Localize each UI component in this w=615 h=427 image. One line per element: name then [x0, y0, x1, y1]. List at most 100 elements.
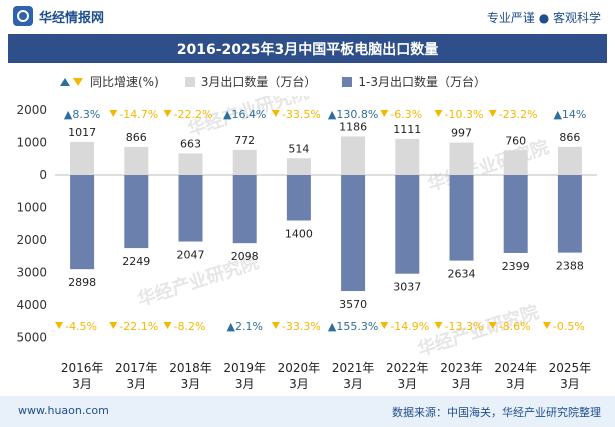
bar-march	[286, 158, 311, 175]
data-label-march: 514	[288, 142, 309, 155]
bar-march	[70, 141, 95, 175]
data-label-march: 866	[559, 131, 580, 144]
x-tick-label-year: 2021年	[332, 361, 375, 375]
x-tick-label-month: 3月	[126, 377, 146, 391]
down-triangle-icon	[163, 110, 172, 117]
y-tick-label: 4000	[16, 298, 47, 312]
brand[interactable]: 华经情报网	[13, 6, 104, 26]
down-triangle-icon	[109, 110, 118, 117]
down-triangle-icon	[73, 77, 83, 86]
bar-march	[178, 153, 203, 175]
growth-label-cumulative: -8.6%	[499, 320, 531, 333]
x-tick-label-year: 2025年	[549, 361, 592, 375]
data-label-cumulative: 2047	[177, 249, 205, 262]
x-tick-label-year: 2018年	[169, 361, 212, 375]
x-tick-label-year: 2020年	[278, 361, 321, 375]
bar-cumulative	[286, 175, 311, 221]
growth-label-cumulative: -33.3%	[282, 320, 321, 333]
bar-cumulative	[178, 175, 203, 242]
growth-label-march: ▲130.8%	[328, 108, 378, 121]
data-label-march: 1017	[68, 126, 96, 139]
down-triangle-icon	[488, 322, 497, 329]
bar-march	[503, 150, 528, 175]
bar-cumulative	[449, 175, 474, 261]
bar-march	[232, 149, 257, 175]
chart-plot: 华经产业研究院华经产业研究院华经产业研究院华经产业研究院200010000100…	[16, 96, 597, 391]
legend-label-march: 3月出口数量（万台）	[200, 75, 317, 89]
y-tick-label: 3000	[16, 266, 47, 280]
x-tick-label-year: 2023年	[440, 361, 483, 375]
data-label-cumulative: 2399	[502, 260, 530, 273]
x-tick-label-month: 3月	[506, 377, 526, 391]
y-tick-label: 1000	[16, 201, 47, 215]
growth-label-march: ▲16.4%	[223, 108, 266, 121]
x-tick-label-month: 3月	[72, 377, 92, 391]
bar-march	[395, 138, 420, 175]
bar-cumulative	[341, 175, 366, 292]
down-triangle-icon	[488, 110, 497, 117]
growth-label-cumulative: -8.2%	[174, 320, 206, 333]
data-label-march: 772	[234, 134, 255, 147]
down-triangle-icon	[163, 322, 172, 329]
bar-march	[557, 146, 582, 175]
data-label-cumulative: 2098	[231, 250, 259, 263]
x-tick-label-month: 3月	[560, 377, 580, 391]
growth-label-cumulative: -22.1%	[119, 320, 158, 333]
brand-name: 华经情报网	[39, 10, 105, 26]
data-label-march: 866	[126, 131, 147, 144]
footer-url[interactable]: www.huaon.com	[18, 404, 109, 417]
data-label-cumulative: 2634	[448, 268, 476, 281]
growth-label-march: ▲14%	[553, 108, 586, 121]
x-tick-label-month: 3月	[452, 377, 472, 391]
down-triangle-icon	[434, 322, 443, 329]
up-triangle-icon	[60, 77, 70, 86]
data-label-cumulative: 1400	[285, 228, 313, 241]
data-label-cumulative: 3037	[393, 281, 421, 294]
growth-label-march: -22.2%	[174, 108, 213, 121]
down-triangle-icon	[434, 110, 443, 117]
y-tick-label: 2000	[16, 233, 47, 247]
legend-item-cumulative: 1-3月出口数量（万台）	[342, 73, 486, 90]
down-triangle-icon	[55, 322, 64, 329]
bar-cumulative	[232, 175, 257, 244]
x-tick-label-year: 2024年	[494, 361, 537, 375]
legend-item-growth: 同比增速(%)	[60, 73, 159, 90]
x-tick-label-year: 2017年	[115, 361, 158, 375]
y-tick-label: 2000	[16, 103, 47, 117]
footer: www.huaon.com 数据来源：中国海关，华经产业研究院整理	[0, 396, 615, 427]
bar-cumulative	[70, 175, 95, 270]
chart-title: 2016-2025年3月中国平板电脑出口数量	[176, 42, 439, 58]
x-tick-label-year: 2022年	[386, 361, 429, 375]
legend-label-cumulative: 1-3月出口数量（万台）	[358, 75, 487, 89]
bar-march	[449, 142, 474, 175]
slogan: 专业严谨 ● 客观科学	[486, 11, 601, 25]
x-tick-label-month: 3月	[397, 377, 417, 391]
data-label-march: 997	[451, 127, 472, 140]
data-label-cumulative: 2249	[122, 255, 150, 268]
y-tick-label: 0	[39, 168, 47, 182]
legend-label-growth: 同比增速(%)	[90, 75, 159, 89]
bar-cumulative	[503, 175, 528, 253]
growth-label-cumulative: -0.5%	[553, 320, 585, 333]
legend-swatch-cumulative	[342, 76, 353, 87]
x-tick-label-month: 3月	[181, 377, 201, 391]
growth-label-cumulative: -4.5%	[65, 320, 97, 333]
growth-label-march: -10.3%	[445, 108, 484, 121]
down-triangle-icon	[542, 322, 551, 329]
bar-cumulative	[124, 175, 149, 249]
growth-label-cumulative: -14.9%	[390, 320, 429, 333]
down-triangle-icon	[271, 322, 280, 329]
legend-swatch-march	[184, 76, 195, 87]
brand-logo-icon	[13, 6, 33, 26]
bar-march	[341, 136, 366, 175]
legend: 同比增速(%) 3月出口数量（万台） 1-3月出口数量（万台）	[60, 73, 512, 90]
growth-label-march: -23.2%	[499, 108, 538, 121]
x-tick-label-month: 3月	[289, 377, 309, 391]
data-label-march: 663	[180, 137, 201, 150]
x-tick-label-year: 2019年	[223, 361, 266, 375]
x-tick-label-month: 3月	[235, 377, 255, 391]
data-label-march: 1186	[339, 120, 367, 133]
top-bar: 华经情报网 专业严谨 ● 客观科学	[0, 0, 615, 34]
growth-label-march: -6.3%	[390, 108, 422, 121]
bar-cumulative	[395, 175, 420, 274]
